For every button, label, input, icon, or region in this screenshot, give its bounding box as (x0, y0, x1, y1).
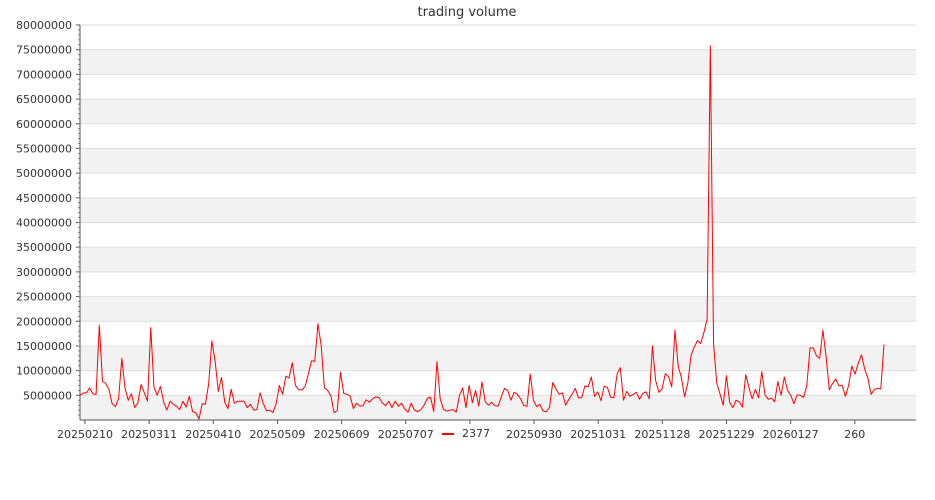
series-layer (79, 45, 885, 420)
grid-band (80, 247, 916, 272)
grid-band (80, 99, 916, 124)
grid-band (80, 74, 916, 100)
y-tick-label: 60000000 (16, 118, 72, 131)
y-tick-label: 5000000 (23, 389, 72, 402)
chart-title: trading volume (417, 5, 516, 20)
grid-band (80, 197, 916, 223)
x-tick-label: 20250930 (506, 428, 562, 441)
y-tick-label: 15000000 (16, 340, 72, 353)
grid-band (80, 395, 916, 420)
y-tick-label: 55000000 (16, 142, 72, 155)
y-axis: 5000000 10000000 15000000 20000000 25000000 3… (16, 19, 81, 420)
grid-bands (80, 25, 916, 420)
series-line-2377 (79, 45, 885, 420)
grid-band (80, 296, 916, 322)
x-axis: 20250210 20250311 20250410 20250509 20250609… (57, 419, 916, 441)
grid-band (80, 49, 916, 75)
grid-band (80, 173, 916, 198)
y-tick-label: 20000000 (16, 315, 72, 328)
grid-band (80, 123, 916, 149)
legend-box (436, 424, 498, 442)
y-tick-label: 40000000 (16, 217, 72, 230)
legend-label-2377: 2377 (462, 427, 490, 440)
y-tick-label: 35000000 (16, 241, 72, 254)
grid-band (80, 222, 916, 248)
grid-band (80, 370, 916, 396)
grid-band (80, 271, 916, 297)
x-tick-label: 20251128 (634, 428, 690, 441)
grid-band (80, 148, 916, 174)
x-tick-label: 20251229 (699, 428, 755, 441)
y-tick-label: 25000000 (16, 291, 72, 304)
grid-band (80, 345, 916, 371)
x-tick-label: 20260127 (763, 428, 819, 441)
x-tick-label: 20250210 (57, 428, 113, 441)
y-tick-label: 10000000 (16, 365, 72, 378)
x-tick-label: 20250707 (378, 428, 434, 441)
grid-lines (80, 24, 916, 396)
x-tick-label: 20251031 (570, 428, 626, 441)
grid-band (80, 321, 916, 346)
x-tick-label: 260 (844, 428, 865, 441)
legend: 2377 (436, 424, 498, 442)
x-tick-label: 20250609 (314, 428, 370, 441)
y-tick-label: 45000000 (16, 192, 72, 205)
y-tick-label: 50000000 (16, 167, 72, 180)
x-tick-label: 20250509 (249, 428, 305, 441)
y-tick-label: 75000000 (16, 44, 72, 57)
x-tick-label: 20250410 (185, 428, 241, 441)
y-tick-label: 30000000 (16, 266, 72, 279)
grid-band (80, 25, 916, 50)
y-tick-label: 80000000 (16, 19, 72, 32)
y-tick-label: 65000000 (16, 93, 72, 106)
x-tick-label: 20250311 (121, 428, 177, 441)
y-tick-label: 70000000 (16, 68, 72, 81)
